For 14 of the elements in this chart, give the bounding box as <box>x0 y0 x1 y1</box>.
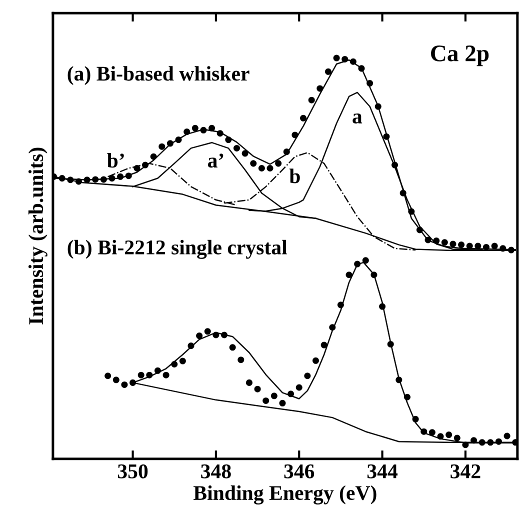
annotation: b <box>289 168 300 184</box>
x-tick-label: 344 <box>367 464 398 478</box>
annotation: a <box>352 114 362 124</box>
x-tick-label: 348 <box>201 464 231 478</box>
annotation: a’ <box>208 154 224 168</box>
annotation: Ca 2p <box>431 46 489 66</box>
x-tick-label: 346 <box>284 464 314 478</box>
annotation: (a) Bi-based whisker <box>68 66 250 85</box>
annotation: b’ <box>107 152 124 168</box>
y-axis-title: Intensity (arb.units) <box>28 148 48 324</box>
x-tick-label: 350 <box>118 464 148 478</box>
x-tick-label: 342 <box>450 464 480 478</box>
annotation: (b) Bi-2212 single crystal <box>68 240 287 259</box>
x-axis-title: Binding Energy (eV) <box>194 485 376 504</box>
